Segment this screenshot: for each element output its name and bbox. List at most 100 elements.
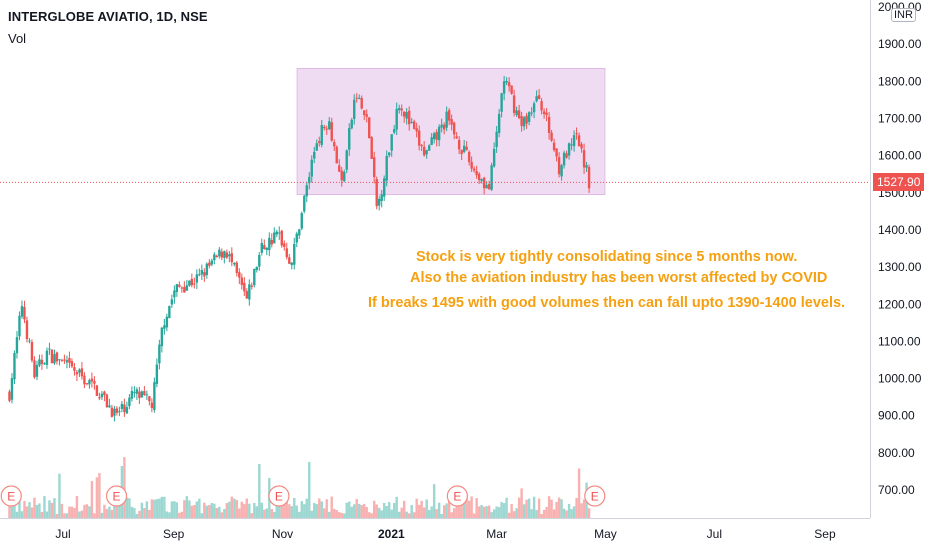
candle-body: [487, 184, 491, 190]
earnings-marker[interactable]: E: [446, 485, 468, 507]
volume-bar: [158, 498, 161, 518]
candle-body: [400, 108, 403, 111]
earnings-marker-label: E: [7, 490, 15, 504]
volume-bar: [155, 499, 159, 518]
volume-bar: [35, 504, 39, 518]
candle-body: [255, 266, 258, 270]
earnings-marker-circle: [584, 485, 606, 507]
candle-body: [328, 121, 331, 130]
candle-body: [293, 244, 296, 265]
candle-body: [263, 245, 266, 250]
volume-bar: [540, 513, 543, 518]
candle-body: [492, 148, 496, 167]
volume-bar: [465, 496, 468, 518]
volume-bar: [128, 498, 131, 518]
volume-bar: [363, 503, 366, 518]
volume-bar: [570, 509, 573, 518]
earnings-marker[interactable]: E: [268, 485, 290, 507]
price-axis[interactable]: 700.00 800.00 900.00 1000.00 1100.00 1200.00 1…: [0, 0, 922, 519]
candle-body: [215, 255, 219, 257]
earnings-marker[interactable]: E: [0, 485, 22, 507]
candle-body: [220, 251, 224, 258]
volume-bar: [437, 502, 441, 518]
annotation-line-3: If breaks 1495 with good volumes then ca…: [368, 295, 846, 311]
volume-bar: [565, 510, 568, 518]
candle-body: [125, 407, 129, 414]
volume-bar: [115, 505, 119, 518]
candle-body: [170, 299, 174, 305]
candle-body: [233, 262, 236, 265]
earnings-marker[interactable]: E: [584, 485, 606, 507]
volume-bar: [63, 513, 66, 518]
volume-bar: [510, 503, 513, 518]
candle-body: [218, 249, 221, 257]
volume-bar: [432, 484, 436, 518]
candle-body: [15, 337, 19, 354]
y-tick-label: 1900.00: [878, 37, 922, 51]
volume-bar: [572, 506, 576, 518]
candle-body: [378, 198, 381, 206]
volume-bar: [85, 504, 89, 518]
candle-body: [13, 353, 16, 380]
candle-body: [278, 232, 281, 234]
volume-bar: [505, 497, 508, 518]
volume-bar: [480, 505, 483, 518]
volume-bar: [422, 507, 426, 518]
volume-bars: [8, 457, 591, 518]
volume-bar: [415, 498, 418, 518]
candle-body: [502, 81, 506, 94]
volume-bar: [38, 503, 41, 518]
candle-body: [260, 242, 263, 253]
volume-bar: [412, 512, 416, 518]
candle-body: [195, 274, 199, 283]
volume-bar: [482, 506, 486, 518]
earnings-marker-circle: [446, 485, 468, 507]
volume-bar: [98, 473, 101, 518]
time-axis[interactable]: Jul Sep Nov 2021 Mar May Jul Sep: [55, 527, 836, 541]
last-price-tag: 1527.90: [873, 173, 925, 192]
y-tick-label: 1100.00: [878, 334, 921, 348]
candle-body: [33, 360, 36, 378]
candle-body: [123, 404, 126, 413]
volume-bar: [537, 498, 541, 518]
candle-body: [435, 131, 438, 140]
candle-body: [55, 352, 59, 362]
candle-body: [95, 385, 99, 396]
candle-body: [567, 143, 571, 156]
volume-bar: [43, 496, 46, 518]
candle-body: [507, 82, 511, 87]
candle-body: [343, 171, 346, 181]
volume-bar: [557, 497, 561, 518]
candle-body: [173, 290, 176, 298]
candlesticks: [8, 75, 591, 422]
volume-bar: [28, 502, 31, 518]
candle-body: [18, 315, 21, 337]
candle-body: [452, 122, 456, 135]
candle-body: [290, 262, 293, 266]
volume-bar: [328, 511, 331, 518]
candle-body: [245, 291, 249, 299]
volume-bar: [103, 504, 106, 518]
candle-body: [550, 132, 553, 141]
candle-body: [562, 152, 566, 166]
volume-bar: [587, 508, 591, 518]
volume-bar: [442, 505, 446, 518]
currency-badge[interactable]: INR: [891, 8, 916, 22]
volume-bar: [527, 498, 531, 518]
volume-bar: [450, 512, 453, 518]
volume-bar: [243, 503, 246, 518]
volume-legend: Vol: [8, 31, 27, 46]
volume-bar: [78, 511, 81, 518]
candle-body: [577, 135, 581, 147]
volume-bar: [178, 512, 181, 518]
volume-bar: [148, 509, 151, 518]
earnings-marker[interactable]: E: [105, 485, 128, 507]
candle-body: [153, 382, 156, 411]
volume-bar: [195, 501, 199, 518]
candle-body: [68, 357, 71, 363]
candle-body: [522, 117, 526, 127]
earnings-marker-label: E: [453, 490, 461, 504]
candle-body: [93, 381, 96, 384]
candle-body: [323, 126, 326, 129]
